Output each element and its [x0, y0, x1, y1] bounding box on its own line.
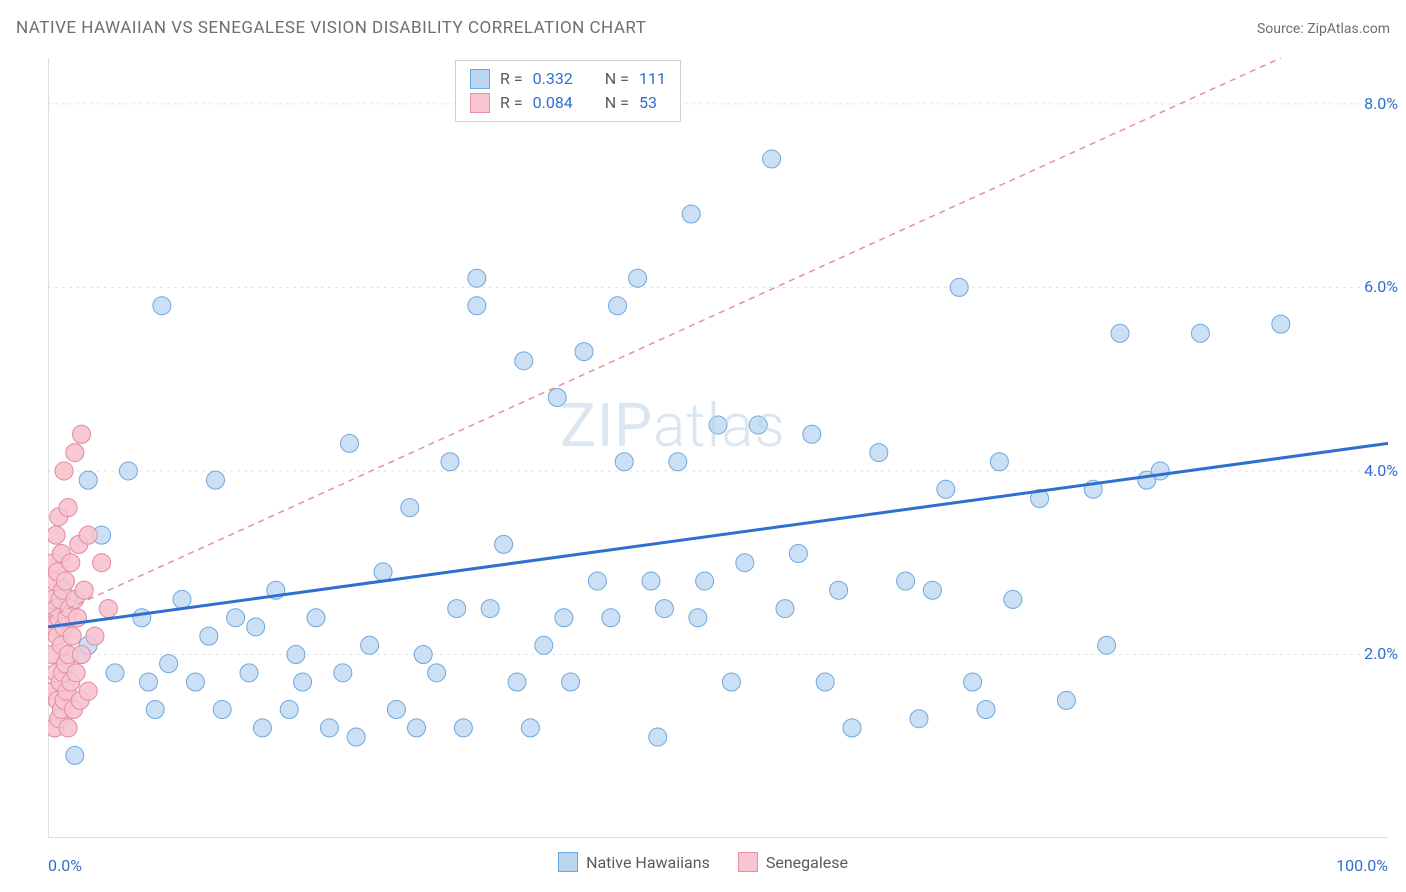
source-attribution: Source: ZipAtlas.com [1257, 21, 1390, 37]
y-tick-label: 2.0% [1364, 644, 1398, 663]
y-tick-label: 8.0% [1364, 94, 1398, 113]
legend: Native Hawaiians Senegalese [0, 852, 1406, 872]
legend-swatch-senegalese [738, 852, 758, 872]
stats-panel: R = 0.332 N = 111 R = 0.084 N = 53 [455, 60, 681, 122]
y-tick-label: 4.0% [1364, 461, 1398, 480]
stats-swatch-hawaiian [470, 69, 490, 89]
stats-swatch-senegalese [470, 93, 490, 113]
legend-item-hawaiian: Native Hawaiians [558, 852, 710, 872]
y-tick-label: 6.0% [1364, 277, 1398, 296]
scatter-plot [48, 58, 1388, 838]
chart-title: NATIVE HAWAIIAN VS SENEGALESE VISION DIS… [16, 18, 646, 38]
legend-item-senegalese: Senegalese [738, 852, 848, 872]
legend-swatch-hawaiian [558, 852, 578, 872]
